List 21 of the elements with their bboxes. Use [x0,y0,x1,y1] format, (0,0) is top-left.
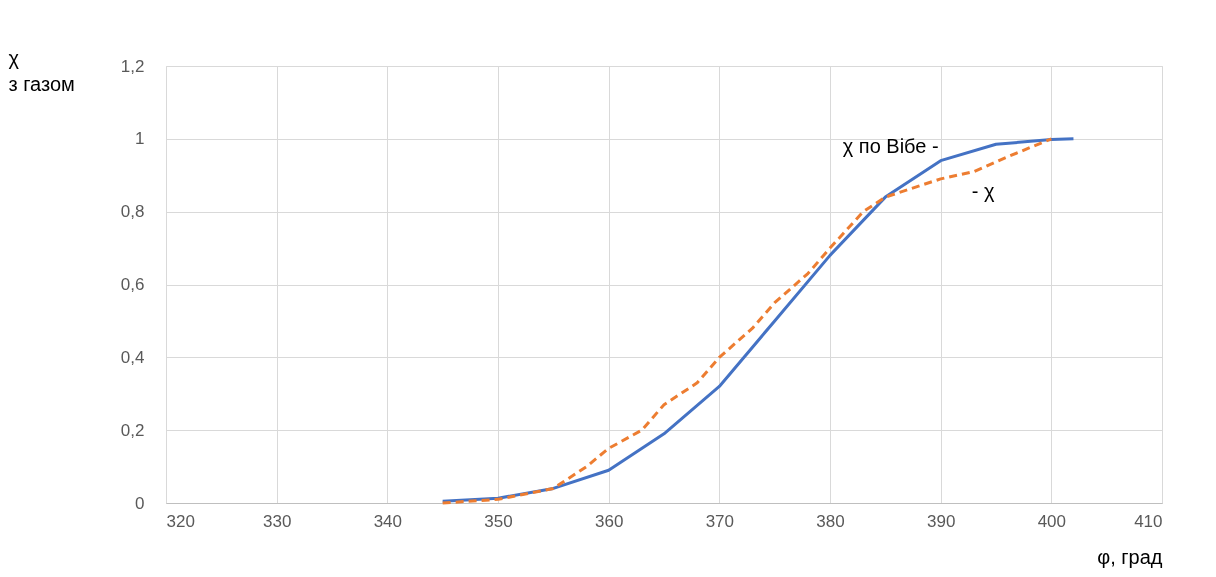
y-tick-label: 0,6 [120,275,145,294]
x-tick-label: 400 [1037,511,1067,531]
x-tick-label: 330 [262,511,292,531]
y-tick-label: 0,2 [120,420,145,440]
x-tick-label: 360 [594,511,624,531]
x-tick-label: 380 [816,511,845,531]
x-tick-label: 390 [926,511,956,531]
x-tick-label: 320 [166,511,195,531]
x-tick-label: 350 [484,511,513,531]
y-tick-label: 1 [135,129,145,149]
series-label: - χ [971,179,996,202]
x-tick-label: 370 [705,511,735,531]
y-tick-label: 0 [135,493,145,513]
y-tick-label: 0,4 [120,347,145,367]
series-label: χ по Вібе - [842,134,939,157]
x-tick-label: 340 [373,511,403,531]
x-axis-title: φ, град [1097,545,1163,568]
x-tick-label: 410 [1134,511,1163,531]
y-tick-label: 0,8 [120,202,145,222]
y-axis-title: χ з газом [8,46,75,95]
y-tick-label: 1,2 [120,56,145,76]
